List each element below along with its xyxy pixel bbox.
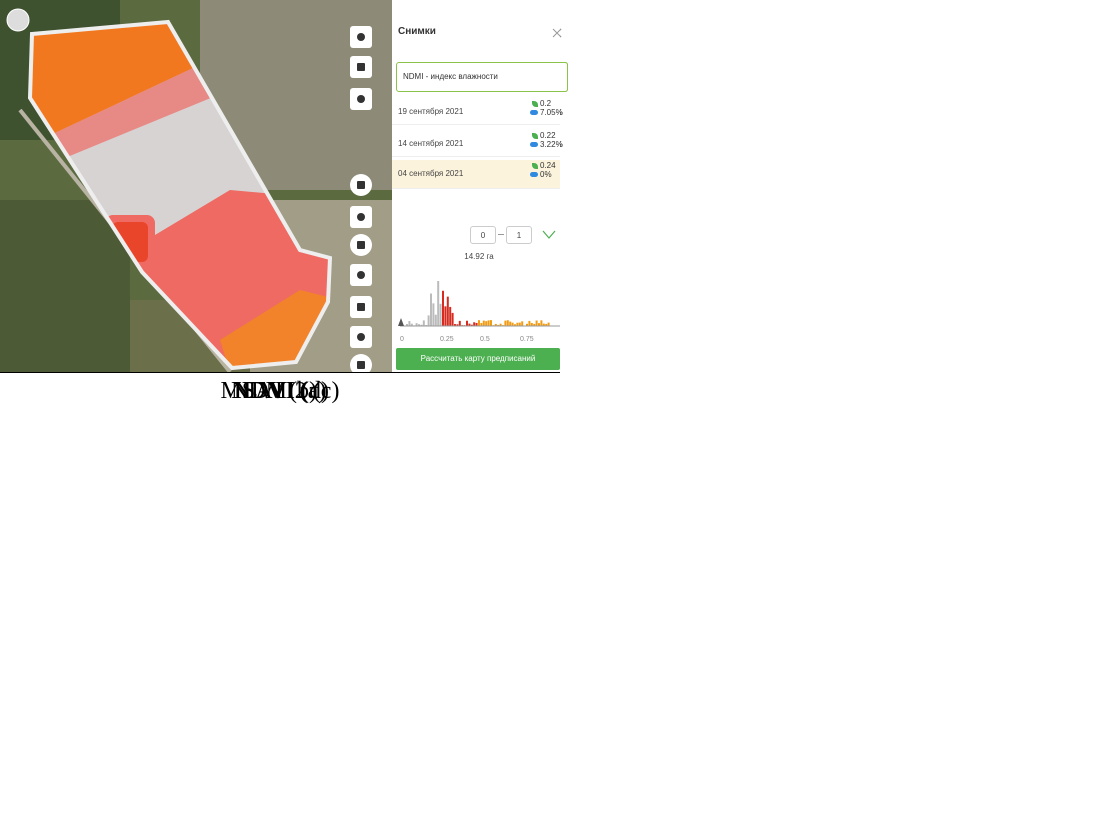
hist-bar (490, 320, 492, 326)
image-date: 14 сентября 2021 (398, 139, 463, 148)
hist-bar (444, 306, 446, 326)
cloud-icon (530, 172, 538, 177)
hist-bar (440, 304, 442, 326)
histogram (392, 276, 560, 336)
chevron-line (543, 231, 555, 238)
hist-tick: 0.25 (440, 336, 454, 343)
hist-bar (521, 321, 523, 326)
leaf-icon (532, 101, 538, 107)
tool-button[interactable] (350, 326, 372, 348)
index-value: 0.2 (540, 99, 551, 108)
hist-bar (473, 322, 475, 326)
chevron[interactable] (542, 230, 556, 240)
hist-bar (430, 294, 432, 326)
figure: СнимкиNDVI - нормализованный индекс19 се… (0, 0, 1120, 816)
tool-icon (357, 213, 365, 221)
hist-bar (452, 313, 454, 326)
index-value: 0.22 (540, 131, 556, 140)
hist-bar (408, 321, 410, 326)
map-close (7, 9, 29, 31)
sidebar-title: Снимки (398, 26, 436, 37)
hist-bar (432, 303, 434, 326)
hist-tick: 0.5 (480, 336, 490, 343)
hist-bar (507, 320, 509, 326)
tool-button[interactable] (350, 56, 372, 78)
tool-button[interactable] (350, 296, 372, 318)
range-value: 0 (471, 231, 495, 240)
tool-icon (357, 33, 365, 41)
hist-bar (509, 322, 511, 326)
hist-bar (540, 320, 542, 326)
tool-button[interactable] (350, 234, 372, 256)
hist-bar (536, 320, 538, 326)
cloud-value: 3.22% (540, 140, 563, 149)
tool-icon (357, 333, 365, 341)
hist-bar (447, 297, 449, 326)
image-date: 04 сентября 2021 (398, 169, 463, 178)
tool-button[interactable] (350, 88, 372, 110)
range-input[interactable]: 0 (470, 226, 496, 244)
hist-bar (442, 291, 444, 326)
sidebar: Снимки NDMI - индекс влажности 19 сентября… (392, 0, 560, 372)
calc-button[interactable]: Рассчитать карту предписаний (396, 348, 560, 370)
tool-icon (357, 241, 365, 249)
hist-bar (548, 323, 550, 326)
cloud-icon (530, 142, 538, 147)
hist-bar (485, 321, 487, 326)
tool-icon (357, 181, 365, 189)
leaf-icon (532, 163, 538, 169)
hist-bar (528, 321, 530, 326)
hist-bar (488, 320, 490, 326)
tool-icon (357, 271, 365, 279)
hist-handle (398, 318, 404, 326)
image-date: 19 сентября 2021 (398, 107, 463, 116)
cloud-icon (530, 110, 538, 115)
tool-icon (357, 95, 365, 103)
hist-bar (504, 321, 506, 326)
range-value: 1 (507, 231, 531, 240)
leaf-icon (532, 133, 538, 139)
hist-bar (459, 321, 461, 326)
tool-button[interactable] (350, 206, 372, 228)
hist-bar (519, 323, 521, 326)
map (0, 0, 392, 372)
hist-bar (483, 321, 485, 326)
close-icon[interactable] (552, 28, 562, 38)
hist-bar (437, 281, 439, 326)
index-dropdown[interactable]: NDMI - индекс влажности (396, 62, 568, 92)
hist-bar (428, 315, 430, 326)
range-input[interactable]: 1 (506, 226, 532, 244)
range-dash (498, 234, 504, 235)
index-label: NDMI - индекс влажности (403, 72, 498, 81)
hist-tick: 0.75 (520, 336, 534, 343)
tool-button[interactable] (350, 174, 372, 196)
area: 14.92 га (454, 252, 504, 261)
close-x (553, 29, 561, 37)
hist-bar (435, 315, 437, 326)
hist-bar (478, 320, 480, 326)
tool-icon (357, 63, 365, 71)
index-value: 0.24 (540, 161, 556, 170)
caption: NDMI (d) (0, 372, 560, 409)
hist-tick: 0 (400, 336, 404, 343)
tool-button[interactable] (350, 264, 372, 286)
tool-icon (357, 303, 365, 311)
hist-bar (449, 307, 451, 326)
hist-bar (423, 320, 425, 326)
tool-button[interactable] (350, 26, 372, 48)
tool-icon (357, 361, 365, 369)
cloud-value: 7.05% (540, 108, 563, 117)
hist-bar (466, 321, 468, 326)
cloud-value: 0% (540, 170, 552, 179)
